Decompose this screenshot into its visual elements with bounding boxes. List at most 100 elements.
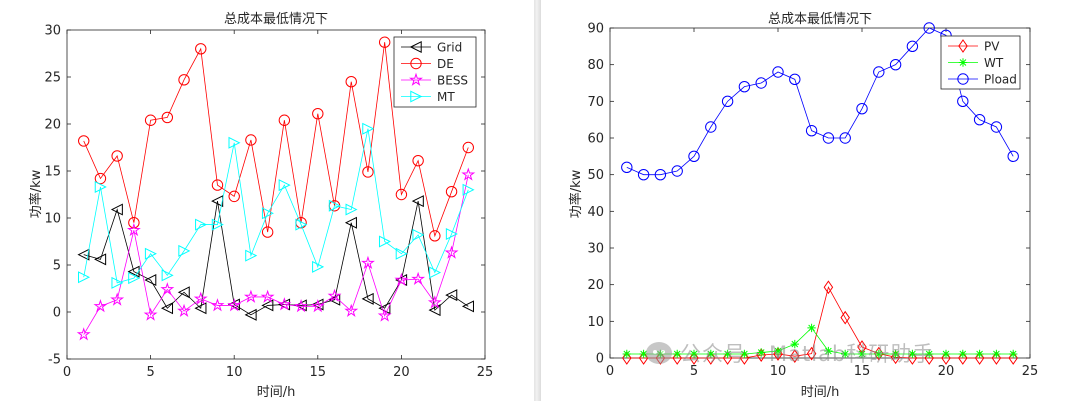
- data-point: [312, 260, 325, 273]
- x-axis-label: 时间/h: [257, 385, 296, 400]
- data-point: [110, 292, 125, 306]
- data-point: [177, 286, 190, 299]
- data-point: [621, 161, 633, 174]
- data-point: [211, 179, 224, 191]
- data-point: [211, 218, 224, 231]
- y-tick-label: 25: [44, 71, 61, 86]
- data-point: [310, 299, 325, 313]
- y-tick-label: 60: [587, 132, 604, 147]
- data-point: [908, 349, 917, 359]
- data-point: [772, 66, 784, 78]
- data-point: [178, 74, 190, 86]
- data-point: [328, 199, 341, 212]
- data-point: [361, 292, 374, 305]
- data-point: [111, 276, 124, 289]
- data-point: [1008, 351, 1018, 365]
- data-point: [94, 172, 107, 185]
- x-tick-label: 20: [938, 364, 955, 379]
- x-tick-label: 5: [146, 365, 154, 380]
- legend-marker-bess: [409, 72, 423, 86]
- data-point: [362, 122, 375, 135]
- left-figure-panel: 总成本最低情况下 时间/h 功率/kw 0 5 10 15 20 25 -5 0 5 10 15 20…: [0, 0, 534, 401]
- data-point: [957, 95, 969, 108]
- data-point: [722, 351, 733, 365]
- data-point: [1009, 349, 1018, 359]
- data-point: [429, 266, 442, 279]
- data-point: [395, 247, 408, 260]
- data-point: [740, 349, 749, 359]
- data-point: [245, 249, 258, 262]
- chart-title: 总成本最低情况下: [224, 12, 328, 27]
- data-point: [362, 166, 374, 178]
- data-point: [412, 154, 424, 167]
- data-point: [144, 274, 157, 287]
- data-point: [790, 349, 800, 364]
- y-tick-label: 10: [587, 315, 604, 330]
- data-point: [261, 226, 274, 238]
- legend-marker-grid: [409, 40, 422, 54]
- panel-divider: [534, 0, 541, 401]
- data-point: [144, 114, 157, 126]
- legend-label-de: DE: [437, 57, 454, 71]
- legend: Grid DE BESS MT: [393, 36, 477, 108]
- wechat-icon: [646, 342, 672, 364]
- data-point: [127, 265, 140, 278]
- x-tick-label: 0: [606, 364, 614, 379]
- y-tick-label: 80: [587, 58, 604, 73]
- data-point: [427, 295, 442, 309]
- data-point: [973, 113, 986, 126]
- data-point: [639, 349, 648, 359]
- data-point: [789, 73, 801, 86]
- data-point: [143, 307, 158, 321]
- data-point: [991, 351, 1002, 365]
- data-point: [738, 80, 751, 93]
- data-point: [94, 253, 107, 266]
- data-point: [78, 271, 91, 284]
- data-point: [194, 302, 207, 315]
- y-tick-label: 0: [53, 306, 61, 321]
- data-point: [1007, 150, 1019, 163]
- data-point: [278, 179, 291, 192]
- data-point: [344, 216, 357, 229]
- data-point: [975, 349, 984, 359]
- data-point: [277, 297, 292, 311]
- data-point: [160, 282, 175, 296]
- legend-label-pv: PV: [984, 40, 1000, 54]
- data-point: [228, 190, 240, 203]
- data-point: [429, 230, 441, 242]
- data-point: [128, 272, 141, 285]
- data-point: [462, 141, 474, 154]
- data-point: [839, 132, 851, 144]
- y-tick-label: 40: [587, 205, 604, 220]
- y-tick-label: 5: [53, 259, 61, 274]
- data-point: [193, 291, 208, 305]
- x-tick-label: 0: [63, 365, 71, 380]
- legend-box: [393, 36, 477, 108]
- data-point: [260, 289, 275, 303]
- data-point: [128, 217, 140, 229]
- data-point: [178, 244, 191, 257]
- data-point: [773, 346, 783, 356]
- y-tick-label: 90: [587, 22, 604, 37]
- data-point: [706, 351, 716, 365]
- data-point: [671, 165, 683, 177]
- legend-label-pload: Pload: [984, 73, 1017, 87]
- legend-label-wt: WT: [984, 56, 1004, 70]
- data-point: [689, 351, 699, 365]
- data-point: [227, 298, 242, 312]
- data-point: [874, 349, 883, 359]
- data-point: [312, 107, 324, 120]
- left-chart: 总成本最低情况下 时间/h 功率/kw 0 5 10 15 20 25-505101520…: [28, 12, 493, 400]
- legend-label-bess: BESS: [437, 74, 468, 88]
- data-point: [672, 351, 682, 365]
- data-point: [195, 218, 208, 231]
- data-point: [394, 272, 409, 286]
- data-point: [344, 303, 359, 317]
- data-point: [93, 299, 108, 313]
- y-tick-label: 10: [44, 212, 61, 227]
- data-point: [378, 36, 391, 48]
- data-point: [161, 302, 174, 315]
- data-point: [445, 227, 458, 240]
- x-tick-label: 10: [770, 364, 787, 379]
- data-point: [673, 349, 682, 359]
